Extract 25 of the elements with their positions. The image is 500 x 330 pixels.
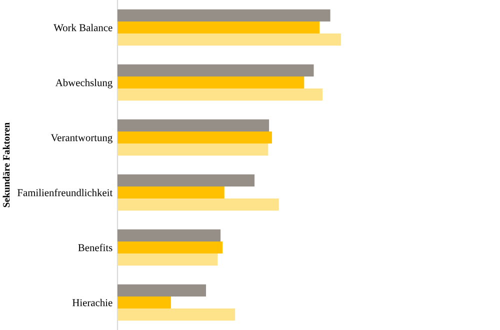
bar [118,131,272,144]
bar [118,229,221,242]
y-tick-label: Work Balance [54,24,112,32]
bar [118,308,236,321]
y-tick-label: Familienfreundlichkeit [17,188,113,196]
y-tick-label: Verantwortung [50,134,112,144]
bar [118,198,279,211]
bar [118,119,270,132]
bar [118,76,304,89]
bar [118,34,342,46]
bar [118,186,224,199]
bar [118,174,255,186]
bar [118,88,322,101]
y-tick-label: Benefits [78,244,112,252]
bar [118,241,223,254]
bar [118,144,268,156]
y-axis-title: Sekundäre Faktoren [2,122,10,208]
bar [118,254,218,266]
bar [118,9,330,22]
bar [118,296,171,309]
y-tick-label: Abwechslung [55,78,112,88]
bar [118,284,206,296]
bar [118,21,320,34]
bar [118,64,314,76]
y-tick-label: Hierachie [72,298,112,306]
